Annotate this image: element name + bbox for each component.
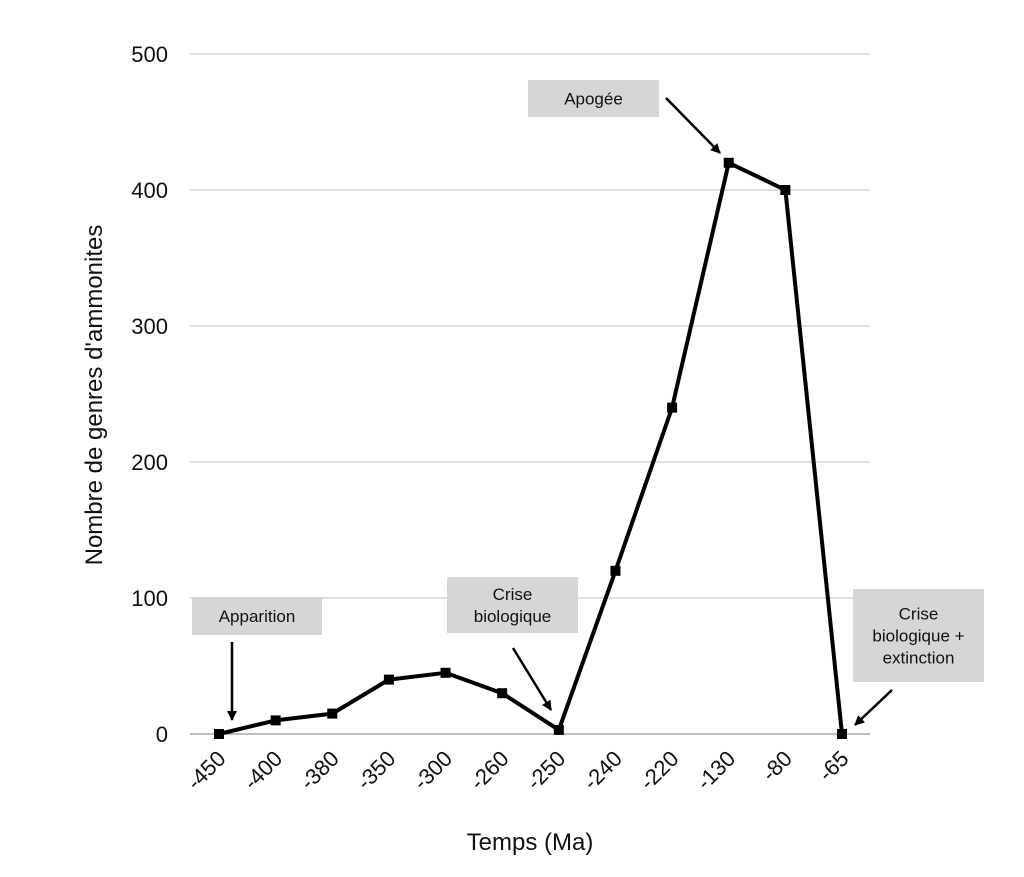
x-axis-title: Temps (Ma) <box>467 829 594 856</box>
x-tick-label: -240 <box>578 746 627 795</box>
annotation-box <box>192 597 322 635</box>
annotation-text: biologique + <box>872 627 964 646</box>
annotations: Apparition Crise biologique Apogée Crise biol… <box>192 80 984 726</box>
annotation-box <box>853 589 984 682</box>
x-tick-label: -250 <box>522 746 571 795</box>
y-axis-ticks: 0 100 200 300 400 500 <box>131 42 168 747</box>
annotation-text: Apogée <box>564 90 623 109</box>
annotation-text: Crise <box>899 605 939 624</box>
y-tick-label: 400 <box>131 178 168 203</box>
x-tick-label: -260 <box>465 746 514 795</box>
annotation-apparition: Apparition <box>192 597 322 721</box>
y-tick-label: 100 <box>131 586 168 611</box>
annotation-arrow <box>511 647 553 711</box>
annotation-text: Crise <box>493 585 533 604</box>
y-tick-label: 0 <box>156 722 168 747</box>
x-axis-ticks: -450 -400 -380 -350 -300 -260 -250 -240 -220 -130… <box>182 746 854 795</box>
data-point <box>553 724 564 735</box>
x-tick-label: -350 <box>352 746 401 795</box>
data-point <box>497 688 508 699</box>
x-tick-label: -400 <box>238 746 287 795</box>
annotation-apogee: Apogée <box>528 80 721 154</box>
data-point <box>440 667 451 678</box>
data-point <box>327 708 338 719</box>
x-tick-label: -130 <box>691 746 740 795</box>
y-axis-title: Nombre de genres d'ammonites <box>81 225 108 566</box>
x-tick-label: -380 <box>295 746 344 795</box>
annotation-arrow <box>854 689 893 726</box>
data-point <box>610 565 621 576</box>
series-line <box>218 160 844 736</box>
annotation-text: Apparition <box>219 607 296 626</box>
x-tick-label: -300 <box>408 746 457 795</box>
y-tick-label: 200 <box>131 450 168 475</box>
x-tick-label: -65 <box>813 746 853 786</box>
data-point <box>383 674 394 685</box>
y-tick-label: 500 <box>131 42 168 67</box>
y-tick-label: 300 <box>131 314 168 339</box>
annotation-box <box>528 80 659 117</box>
annotation-crise-biologique: Crise biologique <box>447 577 578 711</box>
data-point <box>780 185 791 195</box>
x-tick-label: -220 <box>635 746 684 795</box>
annotation-text: extinction <box>883 649 955 668</box>
annotation-text: biologique <box>474 607 552 626</box>
series-line-group <box>214 157 847 739</box>
data-point <box>723 157 734 168</box>
annotation-arrow <box>665 97 721 154</box>
data-point <box>214 729 224 739</box>
data-point <box>837 729 847 739</box>
data-point <box>667 402 678 413</box>
data-point <box>270 715 281 726</box>
x-tick-label: -450 <box>182 746 231 795</box>
x-tick-label: -80 <box>757 746 797 786</box>
annotation-crise-biologique-extinction: Crise biologique + extinction <box>853 589 984 726</box>
annotation-box <box>447 577 578 633</box>
